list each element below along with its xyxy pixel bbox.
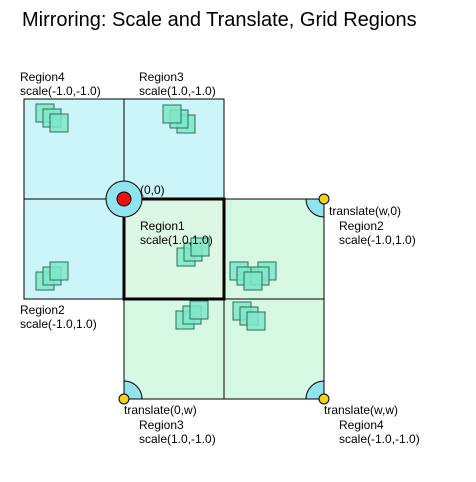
tile-cluster-icon [190,237,210,257]
region1-border [122,197,226,301]
region4-bottom-scale: scale(-1.0,-1.0) [339,432,420,446]
tile-cluster-icon [243,271,263,291]
corner-marker-icon [118,393,130,405]
translate-0w-label: translate(0,w) [124,403,197,417]
tile-cluster-icon [162,104,182,124]
origin-marker-icon [116,191,132,207]
translate-w0-label: translate(w,0) [329,204,402,218]
region1-name: Region1 [140,219,185,233]
region2-right-name: Region2 [339,219,384,233]
region3-bottom-name: Region3 [139,418,184,432]
tile-cluster-icon [49,261,69,281]
region2-left-scale: scale(-1.0,1.0) [20,317,97,331]
diagram-title: Mirroring: Scale and Translate, Grid Reg… [22,9,417,31]
tile-cluster-icon [246,311,266,331]
region2-left-name: Region2 [20,303,65,317]
tile-cluster-icon [49,113,69,133]
corner-arc [123,380,143,400]
translate-ww-label: translate(w,w) [324,403,399,417]
region2-right-scale: scale(-1.0,1.0) [339,233,416,247]
region3-bottom-scale: scale(1.0,-1.0) [139,432,216,446]
corner-arc [305,198,325,218]
region4-bottom-name: Region4 [339,418,384,432]
corner-arc [305,380,325,400]
region4-top-scale: scale(-1.0,-1.0) [20,84,101,98]
region4-top-name: Region4 [20,70,65,84]
tile-cluster-icon [189,300,209,320]
origin-label: (0,0) [140,183,165,197]
region3-top-scale: scale(1.0,-1.0) [139,84,216,98]
region3-top-name: Region3 [139,70,184,84]
region1-scale: scale(1.0,1.0) [140,233,213,247]
corner-marker-icon [318,193,330,205]
corner-marker-icon [318,393,330,405]
